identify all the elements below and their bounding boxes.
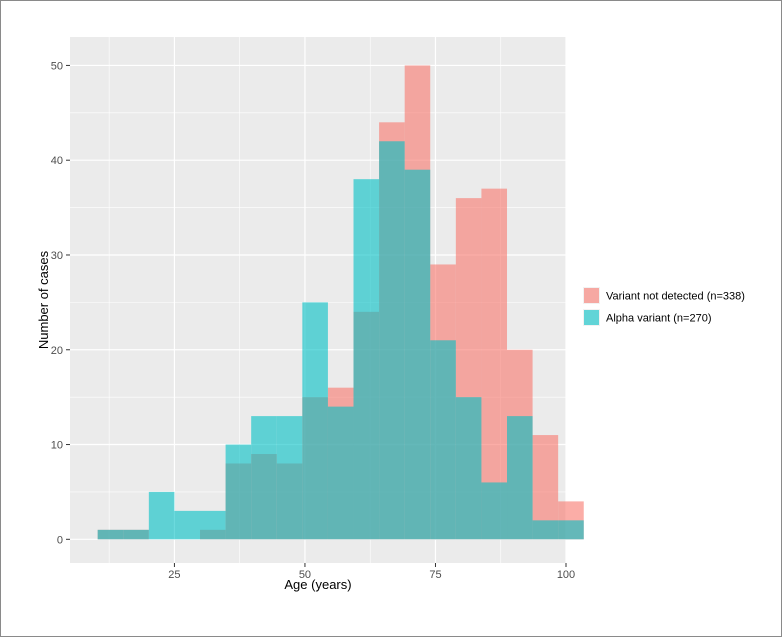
histogram-bar — [302, 302, 328, 540]
histogram-bar — [379, 141, 405, 540]
x-tick-label: 25 — [168, 569, 180, 581]
histogram-bars — [97, 65, 584, 540]
y-axis-ticks: 0 10 20 30 40 50 — [51, 60, 70, 546]
legend-label: Alpha variant (n=270) — [606, 313, 711, 325]
histogram-bar — [327, 406, 354, 540]
histogram-bar — [558, 520, 584, 540]
y-tick-label: 0 — [57, 534, 63, 546]
x-axis-ticks: 25 50 75 100 — [168, 563, 575, 581]
histogram-bar — [353, 179, 380, 540]
legend-swatch — [584, 310, 599, 325]
histogram-bar — [225, 444, 252, 540]
x-axis-title: Age (years) — [284, 577, 351, 592]
legend: Variant not detected (n=338) Alpha varian… — [583, 287, 745, 326]
y-tick-label: 50 — [51, 60, 63, 72]
y-tick-label: 40 — [51, 155, 63, 167]
histogram-bar — [481, 482, 508, 540]
histogram-bar — [532, 520, 559, 540]
histogram-bar — [481, 188, 508, 540]
legend-label: Variant not detected (n=338) — [606, 291, 745, 303]
histogram-bar — [148, 491, 175, 540]
x-tick-label: 100 — [557, 569, 575, 581]
y-tick-label: 20 — [51, 345, 63, 357]
histogram-bar — [276, 416, 303, 540]
histogram-bar — [455, 397, 482, 540]
histogram-bar — [430, 340, 456, 540]
histogram-bar — [123, 529, 149, 540]
histogram-bar — [174, 510, 201, 540]
y-tick-label: 30 — [51, 250, 63, 262]
legend-swatch — [584, 288, 599, 303]
histogram-bar — [251, 416, 277, 540]
y-tick-label: 10 — [51, 440, 63, 452]
x-tick-label: 50 — [299, 569, 311, 581]
x-tick-label: 75 — [429, 569, 441, 581]
histogram-bar — [404, 169, 431, 540]
histogram-bar — [200, 510, 226, 540]
histogram-bar — [97, 529, 124, 540]
histogram-bar — [507, 416, 533, 540]
y-axis-title: Number of cases — [36, 250, 51, 349]
